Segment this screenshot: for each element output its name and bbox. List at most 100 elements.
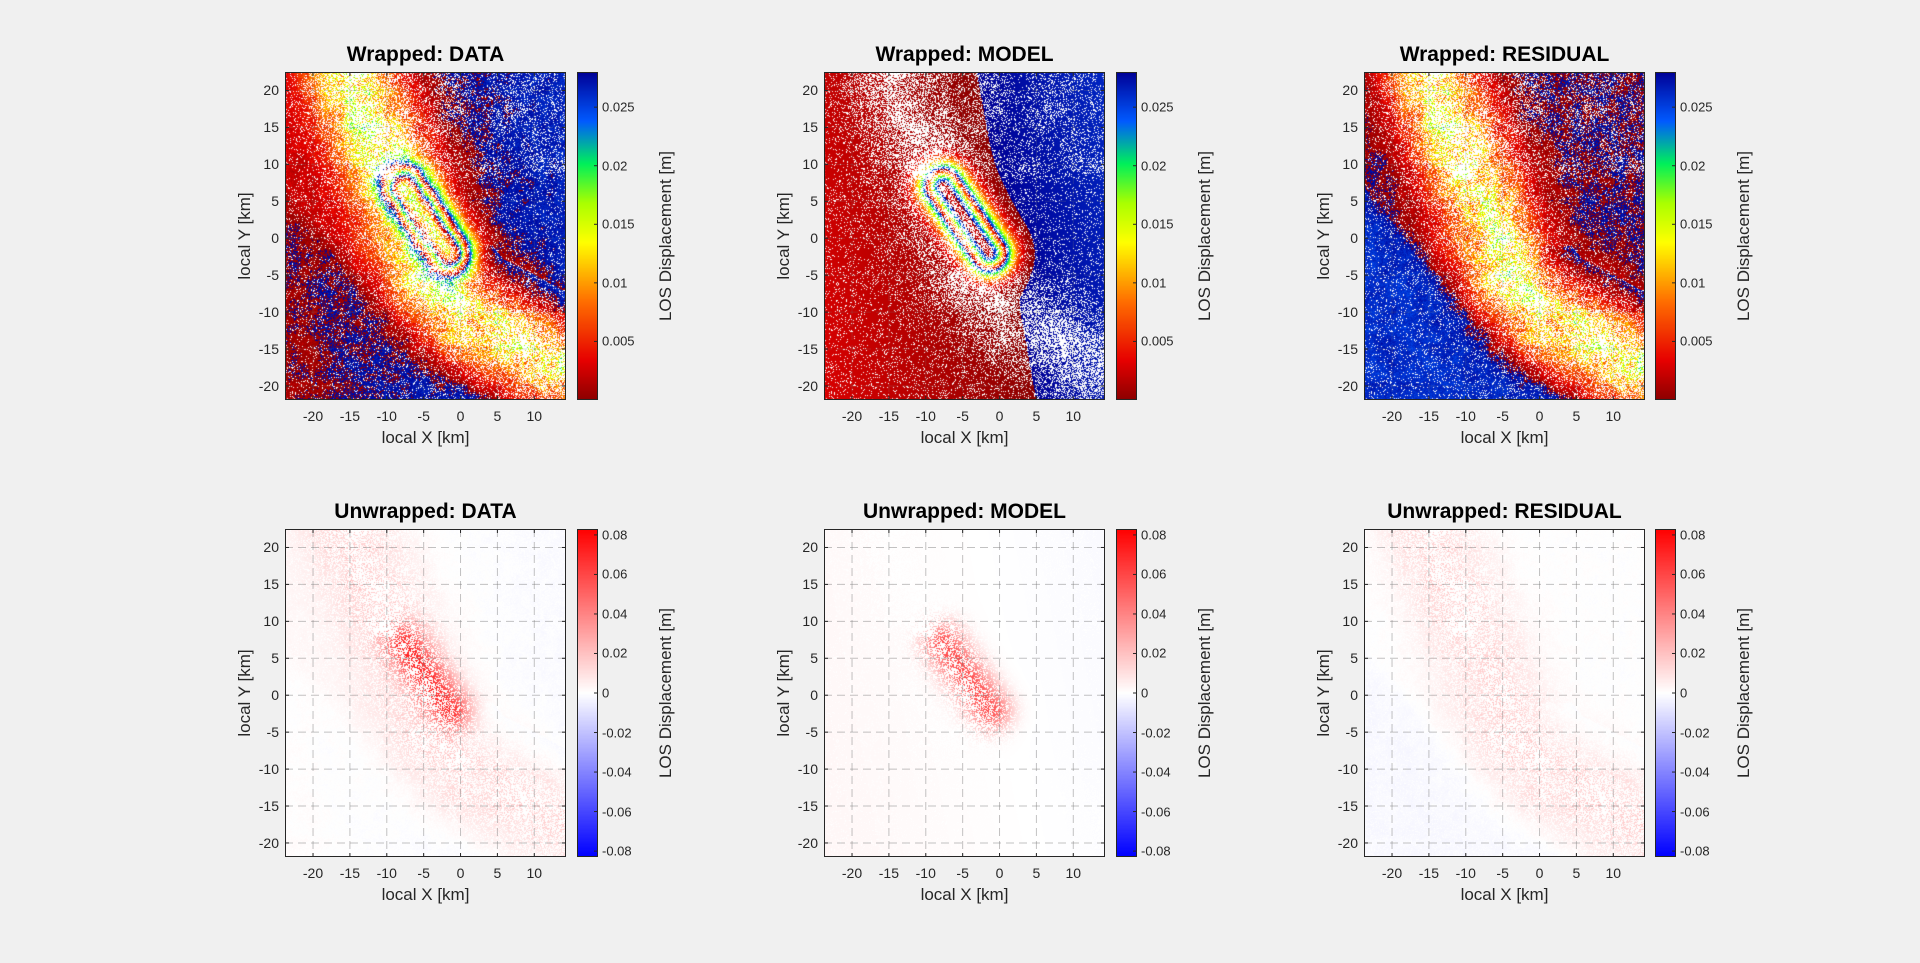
y-tick-label: -15	[1337, 798, 1358, 815]
colorbar	[577, 529, 598, 857]
plot-title: Unwrapped: DATA	[334, 500, 517, 523]
y-tick-label: 15	[263, 576, 279, 593]
colorbar-tick-label: 0.015	[602, 216, 635, 232]
x-axis-label: local X [km]	[920, 885, 1009, 904]
axes-box	[824, 529, 1105, 857]
colorbar	[1116, 529, 1137, 857]
y-tick-label: 15	[802, 119, 818, 136]
data-heatmap-image	[285, 72, 566, 400]
colorbar-tick-label: 0.04	[1680, 606, 1706, 622]
x-tick-label: 10	[526, 408, 543, 424]
colorbar-tick-label: 0.01	[1680, 275, 1706, 291]
residual-heatmap-image	[1364, 72, 1645, 400]
colorbar-tick-label: -0.02	[602, 725, 632, 741]
colorbar-tick-label: 0.02	[602, 158, 628, 174]
y-tick-label: 20	[263, 539, 279, 556]
colorbar-tick-label: -0.06	[602, 804, 632, 820]
colorbar-tick-label: -0.06	[1680, 804, 1710, 820]
y-tick-label: -20	[258, 834, 279, 851]
y-tick-label: 5	[810, 193, 818, 210]
colorbar-tick-label: 0.06	[1680, 566, 1706, 582]
residual-heatmap-image	[1364, 529, 1645, 857]
x-tick-label: -5	[956, 865, 969, 881]
y-tick-label: 10	[802, 156, 818, 173]
colorbar	[1655, 72, 1676, 400]
x-tick-label: -20	[841, 865, 863, 881]
x-tick-label: -5	[417, 408, 430, 424]
x-tick-label: 10	[1065, 865, 1082, 881]
y-tick-label: 15	[1342, 119, 1358, 136]
y-tick-label: -10	[258, 304, 279, 321]
colorbar	[1655, 529, 1676, 857]
x-tick-label: 0	[1535, 408, 1544, 424]
y-tick-label: 15	[1342, 576, 1358, 593]
x-tick-label: -20	[302, 408, 324, 424]
colorbar-tick-label: -0.02	[1680, 725, 1710, 741]
y-tick-label: 0	[1350, 230, 1358, 247]
colorbar-tick-label: 0.01	[602, 275, 628, 291]
plot-title: Unwrapped: RESIDUAL	[1387, 500, 1622, 523]
y-axis-label: local Y [km]	[1314, 649, 1333, 737]
colorbar-tick-label: 0.02	[1141, 645, 1167, 661]
y-tick-label: 20	[802, 82, 818, 99]
plot-title: Wrapped: DATA	[346, 43, 505, 66]
x-tick-label: -15	[339, 865, 361, 881]
colorbar-box	[1655, 72, 1676, 400]
x-axis-label: local X [km]	[920, 428, 1009, 447]
x-axis-label: local X [km]	[1460, 885, 1549, 904]
colorbar-tick-label: 0.02	[1680, 158, 1706, 174]
y-tick-label: 20	[263, 82, 279, 99]
x-tick-label: -15	[1418, 408, 1440, 424]
y-tick-label: 15	[263, 119, 279, 136]
x-tick-label: 10	[1605, 408, 1622, 424]
colorbar-tick-label: -0.08	[602, 843, 632, 859]
y-tick-label: 0	[271, 230, 279, 247]
x-tick-label: -10	[1455, 408, 1476, 424]
y-tick-label: 20	[802, 539, 818, 556]
colorbar-tick-label: 0	[1141, 685, 1149, 701]
colorbar-tick-label: 0.025	[1680, 99, 1713, 115]
y-tick-label: 10	[1342, 613, 1358, 630]
y-tick-label: 10	[1342, 156, 1358, 173]
colorbar-tick-label: 0.08	[1680, 527, 1706, 543]
colorbar-tick-label: -0.04	[1141, 764, 1171, 780]
axes-box	[1364, 529, 1645, 857]
colorbar-tick-label: -0.04	[602, 764, 632, 780]
y-tick-label: -20	[1337, 834, 1358, 851]
y-tick-label: -5	[1345, 724, 1358, 741]
y-tick-label: -5	[805, 267, 818, 284]
x-tick-label: -20	[1381, 865, 1403, 881]
colorbar-tick-label: -0.04	[1680, 764, 1710, 780]
x-tick-label: -20	[302, 865, 324, 881]
x-axis-label: local X [km]	[381, 885, 470, 904]
y-tick-label: 15	[802, 576, 818, 593]
model-heatmap-image	[824, 72, 1105, 400]
colorbar-box	[577, 72, 598, 400]
x-tick-label: -10	[915, 865, 936, 881]
x-axis-label: local X [km]	[381, 428, 470, 447]
colorbar-tick-label: -0.02	[1141, 725, 1171, 741]
x-tick-label: -10	[376, 865, 397, 881]
x-axis-label: local X [km]	[1460, 428, 1549, 447]
y-tick-label: 0	[1350, 687, 1358, 704]
x-tick-label: 0	[995, 408, 1004, 424]
y-tick-label: -10	[797, 304, 818, 321]
axes-box	[824, 72, 1105, 400]
colorbar-tick-label: 0.01	[1141, 275, 1167, 291]
y-tick-label: 10	[802, 613, 818, 630]
y-tick-label: -5	[805, 724, 818, 741]
x-tick-label: -15	[878, 408, 900, 424]
plot-title: Wrapped: MODEL	[875, 43, 1054, 66]
x-tick-label: 5	[493, 408, 502, 424]
colorbar-tick-label: -0.06	[1141, 804, 1171, 820]
x-tick-label: -10	[376, 408, 397, 424]
y-tick-label: -20	[797, 834, 818, 851]
colorbar-tick-label: 0.06	[1141, 566, 1167, 582]
x-tick-label: -10	[1455, 865, 1476, 881]
colorbar-label: LOS Displacement [m]	[1734, 607, 1753, 779]
y-tick-label: -10	[258, 761, 279, 778]
